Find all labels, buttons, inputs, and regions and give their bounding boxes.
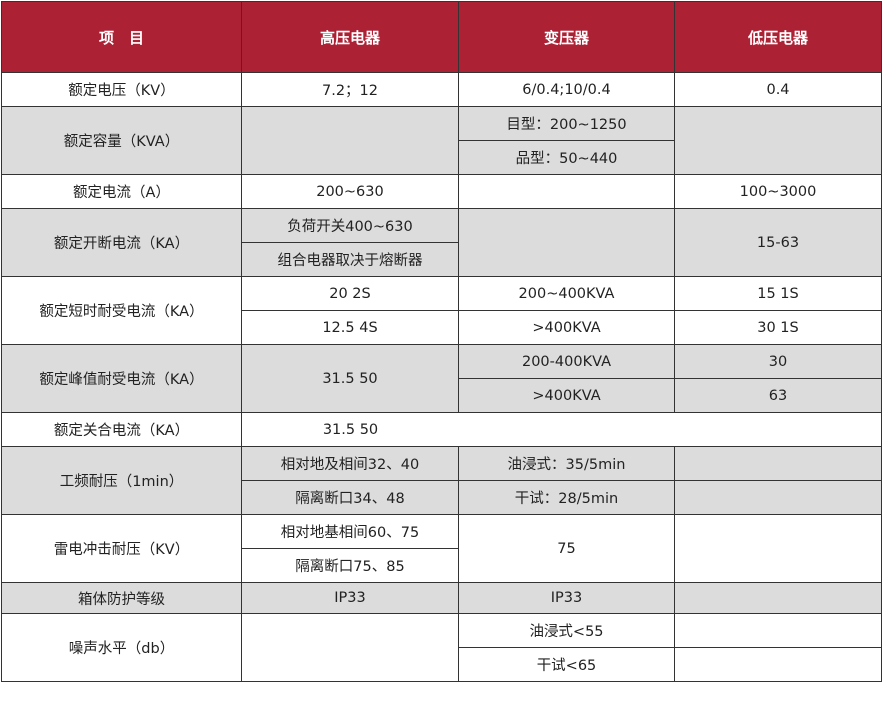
- row-label: 噪声水平（db）: [1, 613, 242, 682]
- cell: 干试：28/5min: [458, 480, 675, 515]
- cell: [674, 647, 882, 682]
- row-noise-level: 噪声水平（db） 油浸式<55: [1, 613, 882, 682]
- row-label: 额定电流（A）: [1, 174, 242, 209]
- cell-value: 31.5 50: [322, 421, 379, 438]
- cell: [674, 514, 882, 583]
- cell: 负荷开关400~630: [241, 208, 459, 243]
- row-closing-current: 额定关合电流（KA） 31.5 50: [1, 412, 882, 447]
- cell: 干试<65: [458, 647, 675, 682]
- cell: 100~3000: [674, 174, 882, 209]
- cell: [674, 480, 882, 515]
- cell: 31.5 50: [241, 412, 882, 447]
- header-item: 项 目: [1, 1, 242, 73]
- cell: 63: [674, 378, 882, 413]
- cell: 相对地基相间60、75: [241, 514, 459, 549]
- cell: 200-400KVA: [458, 344, 675, 379]
- cell: 6/0.4;10/0.4: [458, 72, 675, 107]
- cell: 隔离断口75、85: [241, 548, 459, 583]
- cell: 200~630: [241, 174, 459, 209]
- cell: IP33: [458, 582, 675, 614]
- row-label: 箱体防护等级: [1, 582, 242, 614]
- header-low-voltage: 低压电器: [674, 1, 882, 73]
- row-rated-voltage: 额定电压（KV） 7.2；12 6/0.4;10/0.4 0.4: [1, 72, 882, 107]
- row-lightning-impulse-sub: 隔离断口75、85: [2, 548, 882, 583]
- row-power-freq-withstand: 工频耐压（1min） 相对地及相间32、40 油浸式：35/5min: [1, 446, 882, 515]
- cell: 12.5 4S: [241, 310, 459, 345]
- header-transformer: 变压器: [458, 1, 675, 73]
- row-label: 额定短时耐受电流（KA）: [1, 276, 242, 345]
- cell: [241, 613, 459, 682]
- cell: 油浸式<55: [458, 613, 675, 648]
- cell: 20 2S: [241, 276, 459, 311]
- cell: 75: [458, 514, 675, 583]
- cell: [458, 208, 675, 277]
- cell: [458, 174, 675, 209]
- row-peak-current: 额定峰值耐受电流（KA） 31.5 50 200-400KVA 30: [1, 344, 882, 413]
- row-label: 工频耐压（1min）: [1, 446, 242, 515]
- row-short-time-current-sub: 12.5 4S >400KVA 30 1S: [2, 310, 882, 345]
- row-label: 额定开断电流（KA）: [1, 208, 242, 277]
- row-enclosure-protection: 箱体防护等级 IP33 IP33: [1, 582, 882, 614]
- cell: 组合电器取决于熔断器: [241, 242, 459, 277]
- cell: [241, 106, 459, 175]
- row-lightning-impulse: 雷电冲击耐压（KV） 相对地基相间60、75 75: [1, 514, 882, 583]
- row-label: 额定关合电流（KA）: [1, 412, 242, 447]
- cell: 7.2；12: [241, 72, 459, 107]
- cell: [674, 613, 882, 648]
- row-label: 雷电冲击耐压（KV）: [1, 514, 242, 583]
- row-power-freq-withstand-sub: 隔离断口34、48 干试：28/5min: [2, 480, 882, 515]
- row-breaking-current-sub: 组合电器取决于熔断器: [2, 242, 882, 277]
- cell: [674, 446, 882, 481]
- cell: 15-63: [674, 208, 882, 277]
- row-label: 额定容量（KVA）: [1, 106, 242, 175]
- header-row: 项 目 高压电器 变压器 低压电器: [1, 1, 882, 73]
- row-rated-capacity: 额定容量（KVA） 目型：200~1250: [1, 106, 882, 175]
- cell: 15 1S: [674, 276, 882, 311]
- spec-table: 项 目 高压电器 变压器 低压电器 额定电压（KV） 7.2；12 6/0.4;…: [1, 1, 882, 682]
- cell: [674, 106, 882, 175]
- cell: 0.4: [674, 72, 882, 107]
- cell: 31.5 50: [241, 344, 459, 413]
- row-short-time-current: 额定短时耐受电流（KA） 20 2S 200~400KVA 15 1S: [1, 276, 882, 345]
- row-label: 额定峰值耐受电流（KA）: [1, 344, 242, 413]
- row-label: 额定电压（KV）: [1, 72, 242, 107]
- cell: 30 1S: [674, 310, 882, 345]
- cell: 隔离断口34、48: [241, 480, 459, 515]
- cell: >400KVA: [458, 378, 675, 413]
- row-rated-capacity-sub: 品型：50~440: [2, 140, 882, 175]
- cell: 目型：200~1250: [458, 106, 675, 141]
- row-rated-current: 额定电流（A） 200~630 100~3000: [1, 174, 882, 209]
- header-high-voltage: 高压电器: [241, 1, 459, 73]
- cell: [674, 582, 882, 614]
- cell: IP33: [241, 582, 459, 614]
- cell: 200~400KVA: [458, 276, 675, 311]
- row-noise-level-sub: 干试<65: [2, 647, 882, 682]
- cell: 相对地及相间32、40: [241, 446, 459, 481]
- cell: 油浸式：35/5min: [458, 446, 675, 481]
- cell: 30: [674, 344, 882, 379]
- cell: 品型：50~440: [458, 140, 675, 175]
- row-peak-current-sub: >400KVA 63: [2, 378, 882, 413]
- cell: >400KVA: [458, 310, 675, 345]
- row-breaking-current: 额定开断电流（KA） 负荷开关400~630 15-63: [1, 208, 882, 277]
